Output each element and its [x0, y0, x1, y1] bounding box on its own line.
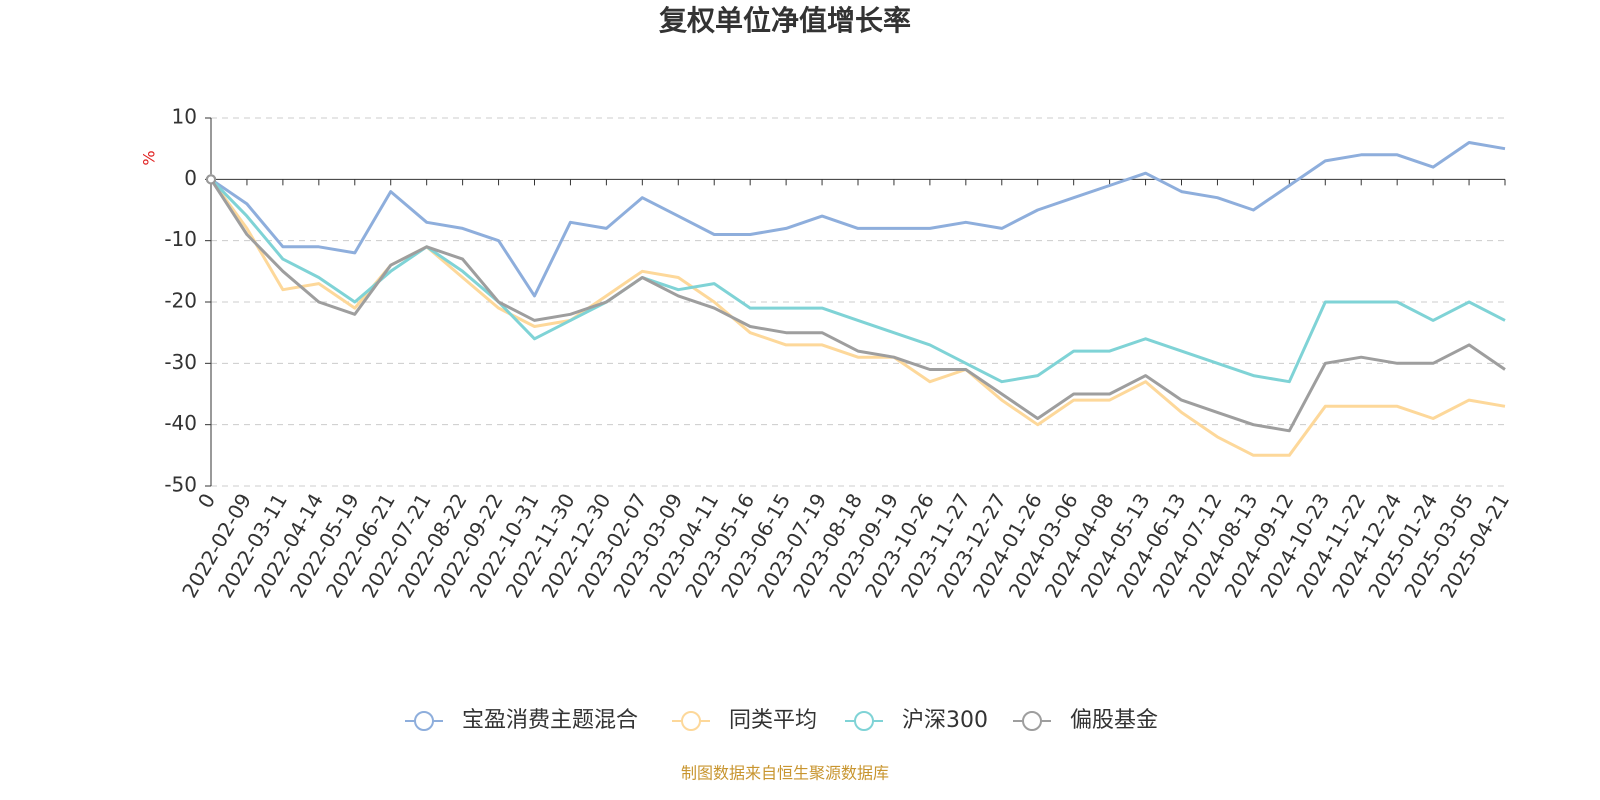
y-tick-label: 10	[172, 105, 197, 129]
y-tick-label: 0	[184, 166, 197, 190]
legend-label: 沪深300	[902, 708, 988, 733]
y-axis-label: %	[140, 150, 159, 165]
legend-symbol	[1022, 711, 1042, 731]
series-line	[210, 141, 1506, 298]
legend-label: 偏股基金	[1070, 708, 1158, 733]
legend-label: 同类平均	[729, 708, 817, 733]
legend-label: 宝盈消费主题混合	[462, 708, 638, 733]
start-marker	[206, 174, 216, 185]
source-note: 制图数据来自恒生聚源数据库	[681, 764, 889, 783]
y-tick-label: -20	[164, 289, 197, 313]
legend-symbol	[681, 711, 701, 731]
series-line	[209, 178, 1506, 457]
legend-symbol	[414, 711, 434, 731]
y-tick-label: -40	[164, 411, 197, 435]
y-tick-label: -10	[164, 227, 197, 251]
legend-symbol	[854, 711, 874, 731]
y-tick-label: -50	[164, 473, 197, 497]
y-tick-label: -30	[164, 350, 197, 374]
chart-title: 复权单位净值增长率	[659, 4, 911, 37]
series-line	[209, 178, 1506, 433]
x-tick-label: 0	[193, 489, 220, 512]
